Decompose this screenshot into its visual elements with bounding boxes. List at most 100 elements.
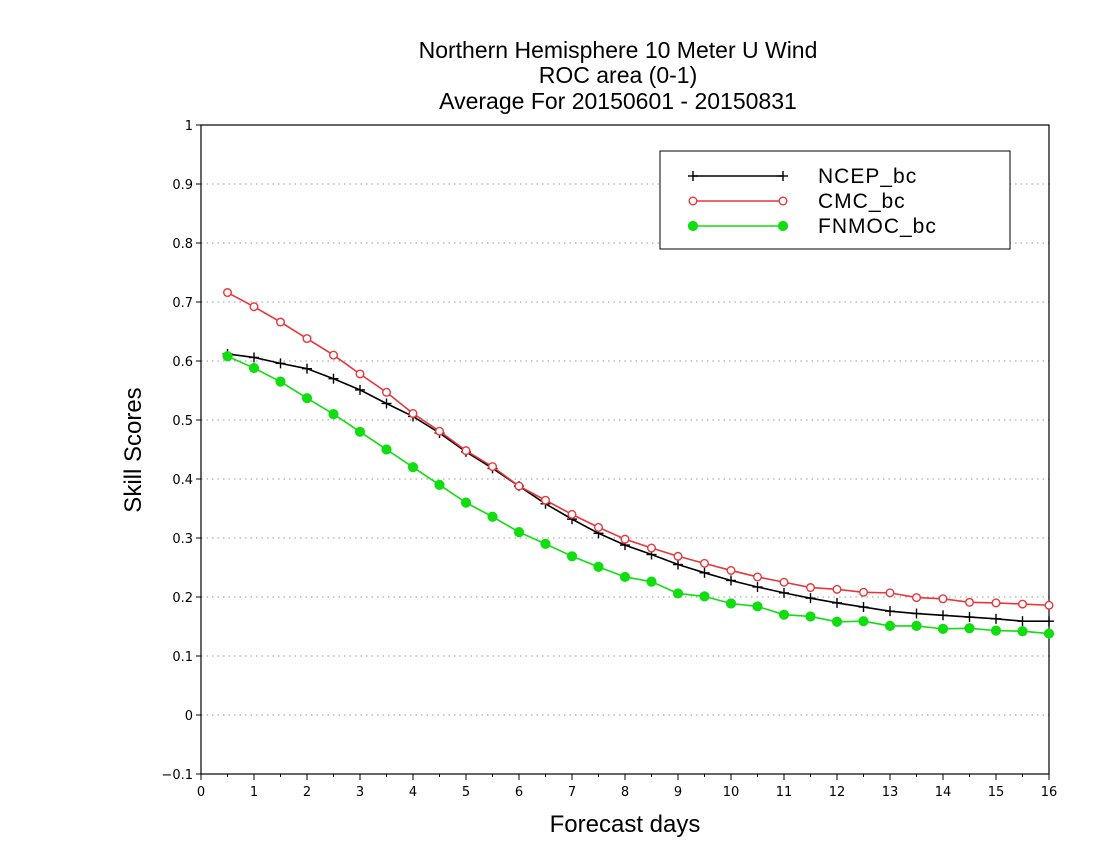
data-point xyxy=(699,567,710,578)
data-point xyxy=(779,587,789,598)
data-point xyxy=(778,609,790,620)
y-tick-label: 0.8 xyxy=(172,237,193,252)
series-line xyxy=(227,355,1050,635)
data-point xyxy=(726,565,736,575)
data-point xyxy=(302,334,312,344)
data-point xyxy=(540,538,551,550)
data-point xyxy=(859,587,869,597)
data-point xyxy=(778,196,788,206)
data-point xyxy=(752,601,763,612)
x-tick-label: 2 xyxy=(303,785,311,800)
data-point xyxy=(938,610,948,621)
data-point xyxy=(1017,616,1028,627)
series-line xyxy=(227,353,1049,622)
data-point xyxy=(779,577,789,587)
data-point xyxy=(381,398,392,409)
data-point xyxy=(752,581,763,592)
data-point xyxy=(688,196,698,206)
series-layer xyxy=(222,288,1055,639)
data-point xyxy=(222,351,233,362)
data-point xyxy=(249,302,259,312)
x-tick-label: 1 xyxy=(250,785,258,800)
data-point xyxy=(222,288,232,298)
data-point xyxy=(328,373,339,384)
series-line xyxy=(227,291,1050,607)
title-line-3: Average For 20150601 - 20150831 xyxy=(439,88,797,114)
data-point xyxy=(302,363,312,374)
data-point xyxy=(301,393,313,404)
data-point xyxy=(673,551,683,561)
title-line-1: Northern Hemisphere 10 Meter U Wind xyxy=(419,37,818,63)
legend-entry: CMC_bc xyxy=(688,190,906,213)
data-point xyxy=(990,625,1002,636)
data-point xyxy=(328,409,339,420)
data-point xyxy=(248,362,260,374)
data-point xyxy=(911,608,922,619)
chart-title: Northern Hemisphere 10 Meter U Wind ROC … xyxy=(419,37,818,114)
data-point xyxy=(355,384,365,395)
data-point xyxy=(778,171,788,181)
legend-box xyxy=(659,150,1011,250)
data-point xyxy=(593,561,604,573)
legend-label: FNMOC_bc xyxy=(818,215,937,238)
data-point xyxy=(355,369,365,379)
data-point xyxy=(831,616,843,627)
data-point xyxy=(885,588,895,598)
x-tick-label: 7 xyxy=(568,785,576,800)
data-point xyxy=(964,623,975,634)
data-point xyxy=(513,527,525,538)
legend-label: CMC_bc xyxy=(818,190,906,213)
data-point xyxy=(407,462,419,473)
legend-label: NCEP_bc xyxy=(818,165,917,188)
data-point xyxy=(620,534,630,544)
data-point xyxy=(832,584,842,594)
data-point xyxy=(434,479,445,490)
y-tick-label: 0 xyxy=(185,709,193,724)
data-point xyxy=(777,220,789,232)
data-point xyxy=(832,597,842,608)
data-point xyxy=(567,509,577,519)
data-point xyxy=(805,611,816,622)
data-point xyxy=(991,598,1001,608)
data-point xyxy=(408,409,418,419)
data-point xyxy=(1044,600,1054,610)
data-point xyxy=(647,543,657,553)
data-point xyxy=(487,511,498,522)
data-point xyxy=(937,623,949,634)
x-tick-label: 15 xyxy=(988,785,1005,800)
data-point xyxy=(619,571,631,583)
data-point xyxy=(381,444,392,455)
series-CMC_bc xyxy=(222,288,1054,610)
title-line-2: ROC area (0-1) xyxy=(539,62,697,88)
y-tick-label: 0.9 xyxy=(172,178,193,193)
data-point xyxy=(646,576,657,587)
y-tick-label: 0.2 xyxy=(172,591,193,606)
x-tick-label: 9 xyxy=(674,785,682,800)
x-tick-label: 0 xyxy=(197,785,205,800)
y-tick-label: 0.4 xyxy=(172,473,193,488)
data-point xyxy=(461,446,471,456)
x-tick-label: 13 xyxy=(882,785,899,800)
data-point xyxy=(566,551,578,562)
data-point xyxy=(884,620,896,632)
y-tick-label: 0.5 xyxy=(172,414,193,429)
x-tick-label: 11 xyxy=(776,785,793,800)
data-point xyxy=(354,426,366,437)
x-tick-label: 5 xyxy=(462,785,470,800)
x-tick-label: 14 xyxy=(935,785,952,800)
x-tick-label: 6 xyxy=(515,785,523,800)
data-point xyxy=(700,558,710,568)
y-tick-label: −0.1 xyxy=(161,768,193,783)
gridlines xyxy=(201,183,1049,716)
data-point xyxy=(488,462,498,472)
data-point xyxy=(672,588,684,599)
data-point xyxy=(805,593,816,604)
data-point xyxy=(725,598,737,609)
data-point xyxy=(858,602,869,613)
y-tick-label: 0.1 xyxy=(172,650,193,665)
data-point xyxy=(276,317,286,327)
x-tick-label: 8 xyxy=(621,785,629,800)
series-NCEP_bc xyxy=(222,348,1054,627)
